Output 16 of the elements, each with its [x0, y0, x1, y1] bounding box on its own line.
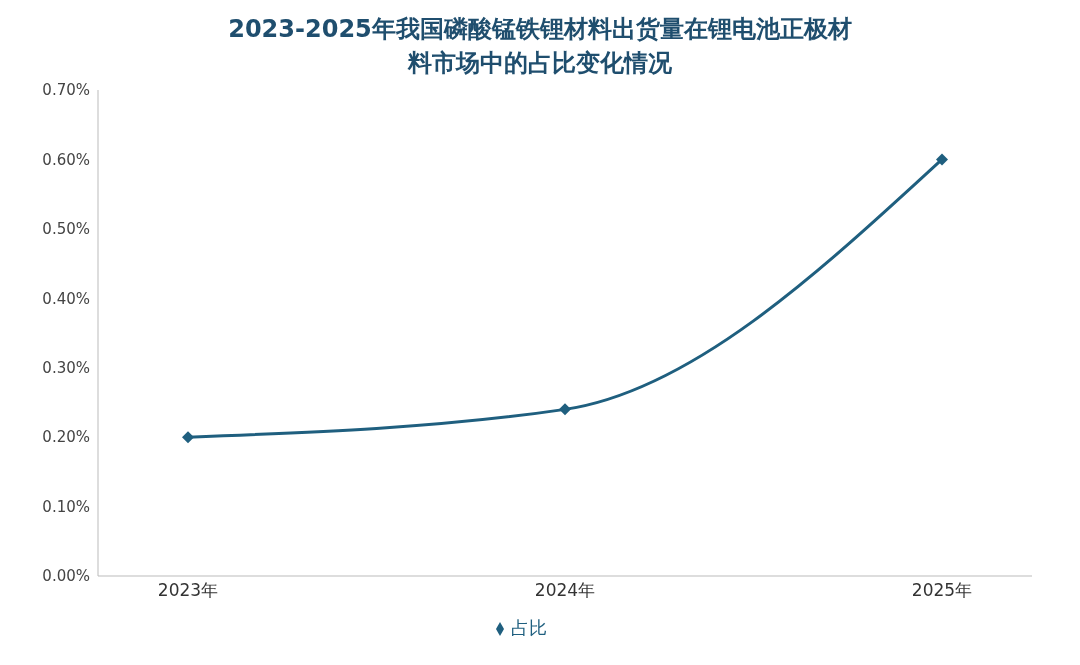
y-tick-label: 0.40%: [42, 289, 90, 308]
y-tick-label: 0.60%: [42, 150, 90, 169]
point: [936, 153, 948, 166]
y-tick-label: 0.20%: [42, 428, 90, 447]
point: [559, 403, 571, 416]
y-tick-label: 0.50%: [42, 220, 90, 239]
y-tick-label: 0.00%: [42, 567, 90, 586]
x-tick-label: 2024年: [534, 580, 596, 601]
x-tick-label: 2025年: [911, 580, 973, 601]
y-tick-label: 0.70%: [42, 81, 90, 100]
x-tick-label: 2023年: [157, 580, 219, 601]
point: [182, 431, 194, 444]
legend-label: 占比: [511, 617, 547, 638]
chart-title: 2023-2025年我国磷酸锰铁锂材料出货量在锂电池正极材料市场中的占比变化情况: [227, 14, 853, 79]
y-tick-label: 0.30%: [42, 359, 90, 378]
y-tick-label: 0.10%: [42, 497, 90, 516]
